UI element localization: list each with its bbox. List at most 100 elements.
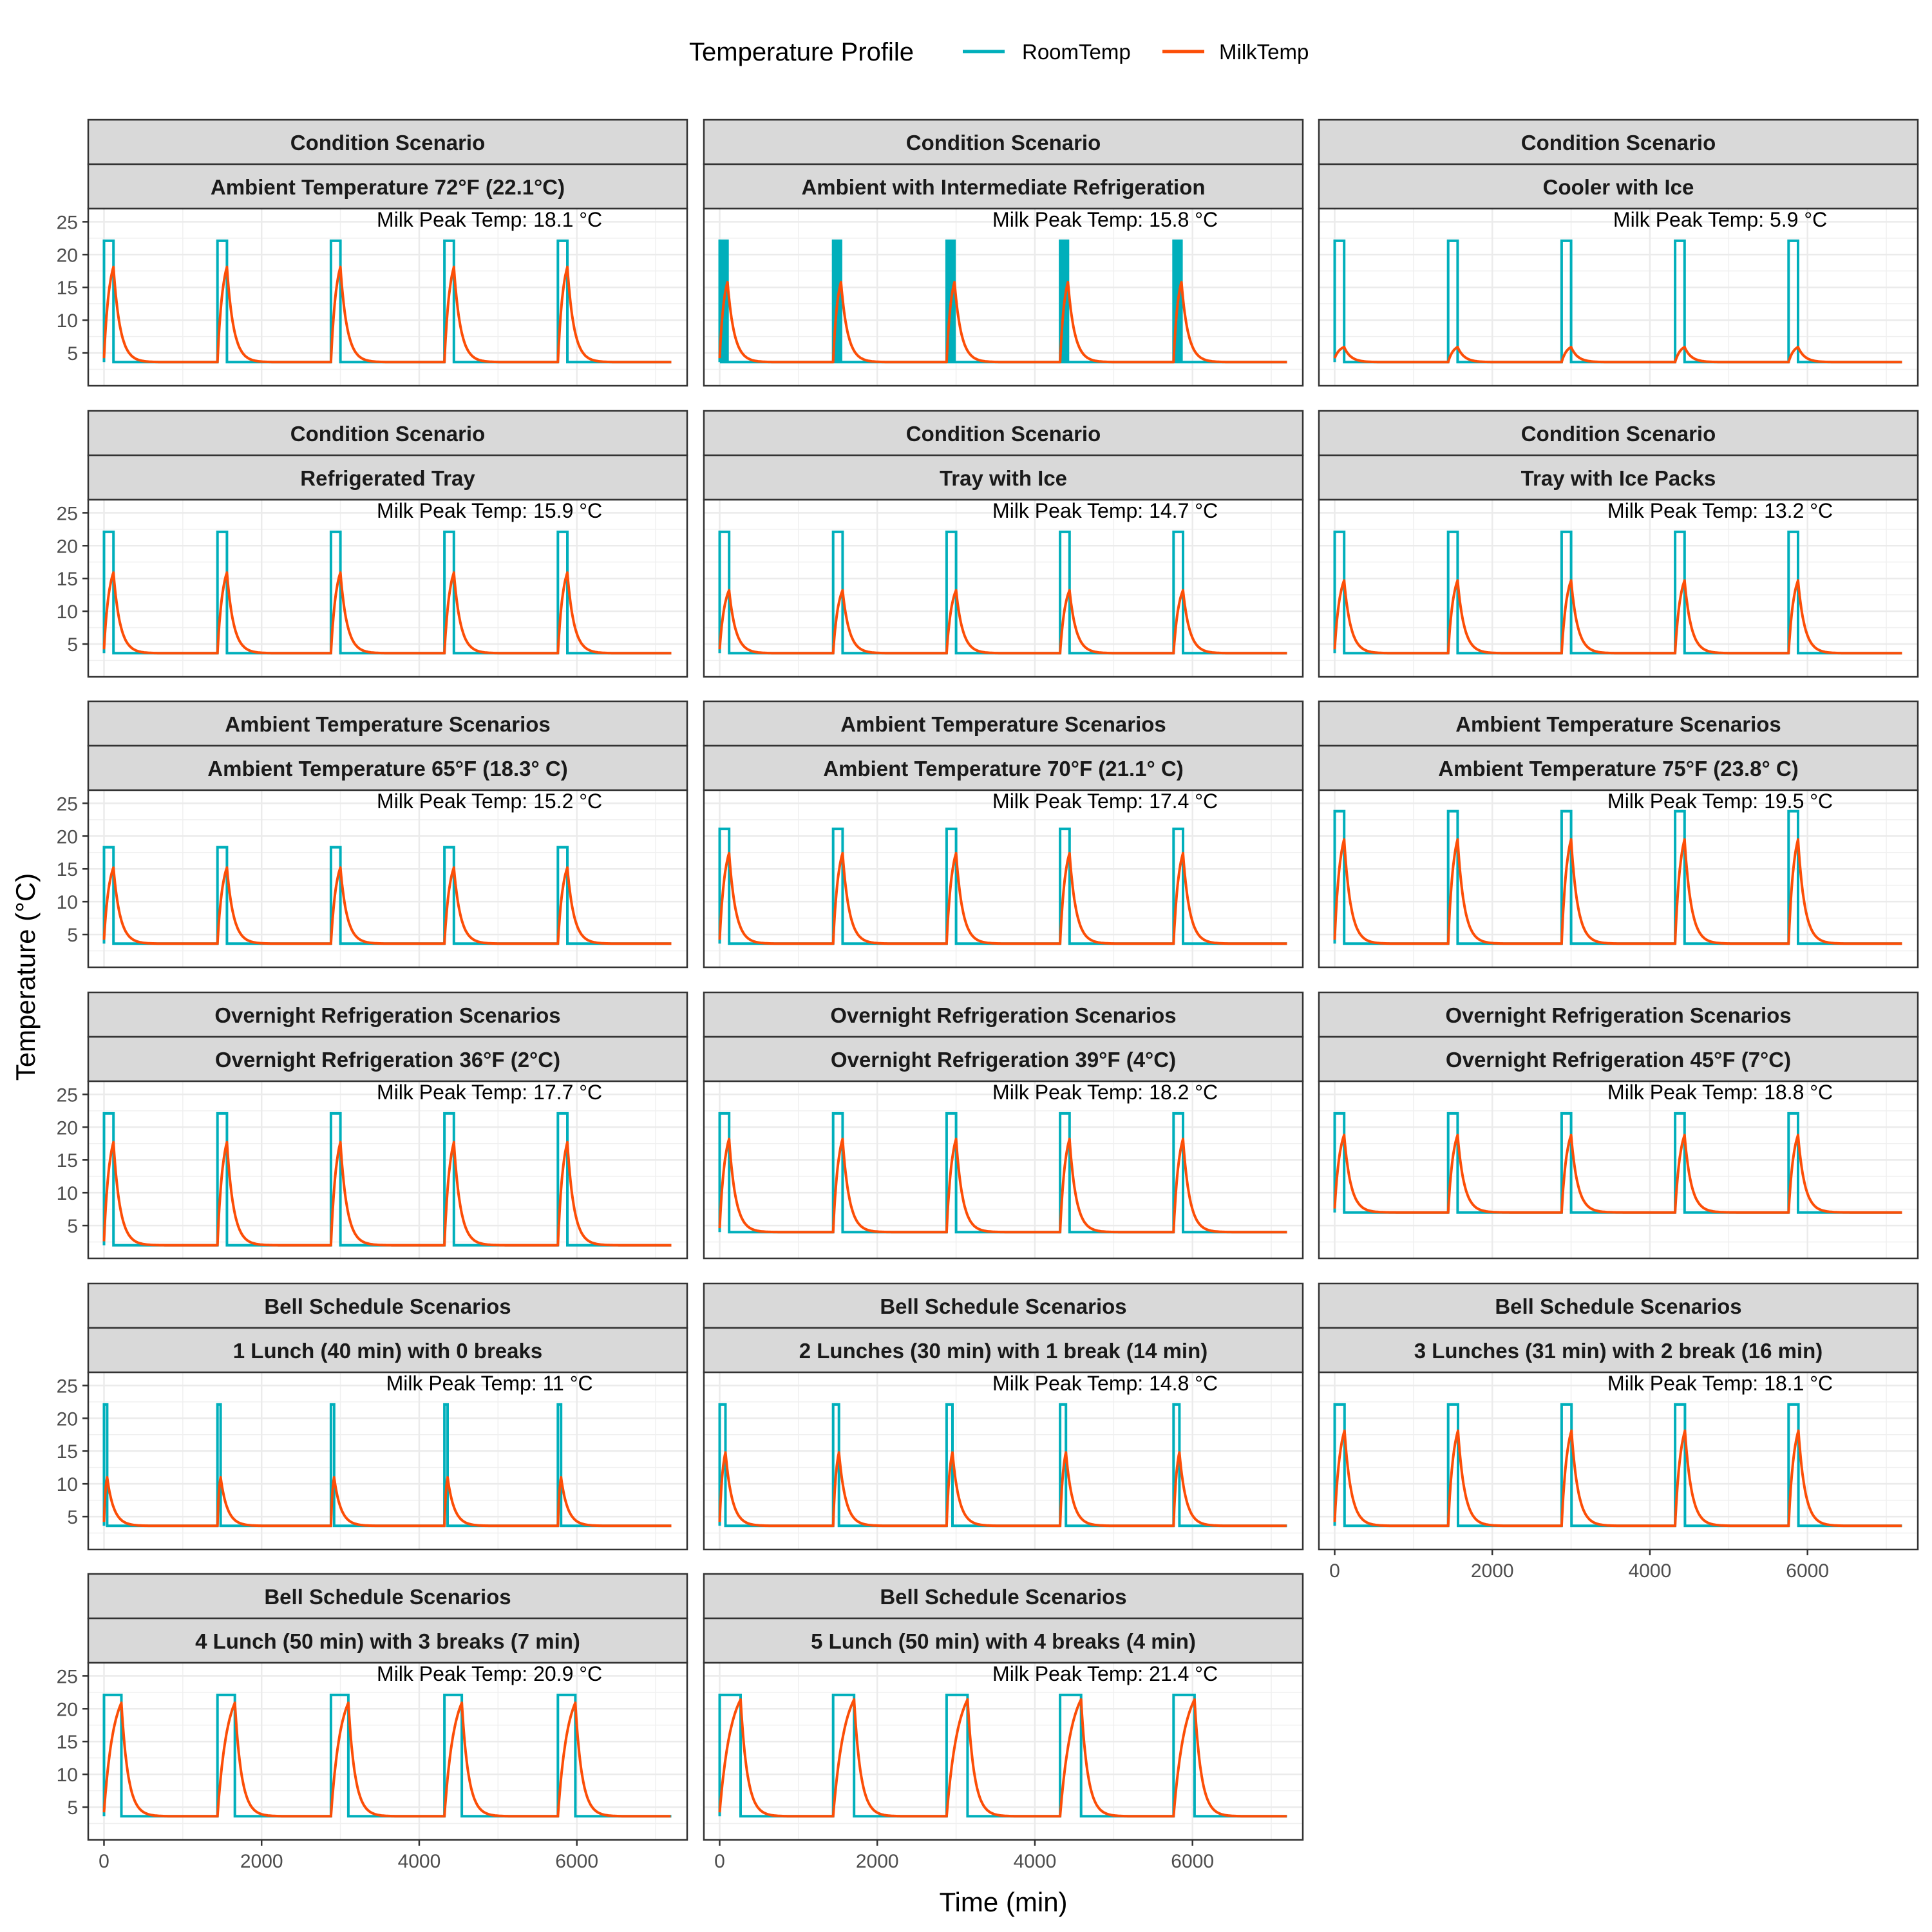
series-milktemp-line: [1333, 1133, 1903, 1214]
strip-title-label: Overnight Refrigeration 36°F (2°C): [215, 1048, 560, 1072]
plot-background: [704, 500, 1303, 677]
panel-border: [703, 1080, 1304, 1260]
panel-border: [87, 207, 688, 387]
strip-group-label: Condition Scenario: [290, 131, 486, 155]
strip-group: [87, 118, 688, 166]
panel-border: [1318, 498, 1919, 678]
series-milktemp-line: [718, 851, 1288, 945]
panel-border: [87, 1371, 688, 1551]
y-tick-label: 10: [57, 1474, 78, 1495]
strip-group-label: Overnight Refrigeration Scenarios: [214, 1003, 560, 1027]
y-tick-label: 10: [57, 1183, 78, 1204]
strip-group-label: Ambient Temperature Scenarios: [1455, 712, 1781, 736]
x-tick-label: 0: [99, 1851, 109, 1872]
strip-title-label: Cooler with Ice: [1543, 175, 1694, 199]
strip-title: [87, 1327, 688, 1374]
panel-tray-with-ice: Condition Scenario Tray with Ice Milk Peak…: [703, 410, 1304, 678]
panel-ambient-with-intermediate-refrigeration: Condition Scenario Ambient with Intermedi…: [703, 118, 1304, 387]
y-tick-label: 20: [57, 245, 78, 266]
y-tick-label: 25: [57, 793, 78, 815]
strip-group: [87, 991, 688, 1038]
x-tick-label: 6000: [1171, 1851, 1214, 1872]
strip-group-label: Ambient Temperature Scenarios: [225, 712, 551, 736]
strip-group: [1318, 118, 1919, 166]
gridlines: [1319, 500, 1918, 677]
y-tick-label: 5: [67, 343, 78, 365]
strip-group-label: Condition Scenario: [906, 131, 1101, 155]
panel-border: [703, 498, 1304, 678]
strip-title: [87, 454, 688, 501]
strip-group-label: Bell Schedule Scenarios: [1495, 1294, 1741, 1318]
strip-title-label: Ambient Temperature 75°F (23.8° C): [1438, 757, 1798, 781]
gridlines: [704, 790, 1303, 967]
panel-border: [87, 789, 688, 969]
series-milktemp-line: [718, 1451, 1287, 1528]
peak-annotation: Milk Peak Temp: 18.2 °C: [992, 1081, 1218, 1104]
peak-annotation: Milk Peak Temp: 11 °C: [386, 1372, 593, 1395]
strip-group: [87, 700, 688, 747]
peak-annotation: Milk Peak Temp: 21.4 °C: [992, 1662, 1218, 1685]
series-milktemp-line: [718, 1137, 1288, 1234]
plot-background: [88, 500, 687, 677]
x-tick-label: 4000: [398, 1851, 441, 1872]
panel-1-lunch-40-min-with-0-breaks: Bell Schedule Scenarios 1 Lunch (40 min) …: [57, 1282, 688, 1551]
strip-group-label: Ambient Temperature Scenarios: [840, 712, 1166, 736]
panel-5-lunch-50-min-with-4-breaks-4-min: Bell Schedule Scenarios 5 Lunch (50 min) …: [703, 1573, 1304, 1872]
y-tick-label: 10: [57, 892, 78, 913]
strip-group: [703, 1282, 1304, 1329]
plot-background: [1319, 790, 1918, 967]
strip-group: [703, 991, 1304, 1038]
peak-annotation: Milk Peak Temp: 15.2 °C: [377, 790, 602, 813]
panel-border: [87, 498, 688, 678]
peak-annotation: Milk Peak Temp: 17.4 °C: [992, 790, 1218, 813]
y-tick-label: 15: [57, 1150, 78, 1171]
strip-group-label: Overnight Refrigeration Scenarios: [830, 1003, 1176, 1027]
strip-title: [703, 744, 1304, 791]
strip-group: [87, 1573, 688, 1620]
strip-group-label: Bell Schedule Scenarios: [264, 1294, 511, 1318]
x-tick-label: 0: [1329, 1560, 1340, 1582]
legend-title: Temperature Profile: [689, 38, 914, 66]
series-milktemp-line: [718, 281, 1288, 364]
panel-border: [87, 1080, 688, 1260]
y-tick-label: 20: [57, 536, 78, 557]
series-milktemp-line: [1333, 345, 1903, 364]
strip-title-label: 1 Lunch (40 min) with 0 breaks: [233, 1339, 542, 1363]
plot-background: [1319, 1372, 1918, 1549]
gridlines: [88, 1663, 687, 1840]
peak-annotation: Milk Peak Temp: 14.8 °C: [992, 1372, 1218, 1395]
y-tick-label: 5: [67, 1797, 78, 1819]
y-axis-title: Temperature (°C): [10, 873, 41, 1081]
panel-overnight-refrigeration-45-f-7-c: Overnight Refrigeration Scenarios Overnig…: [1318, 991, 1919, 1260]
plot-background: [704, 790, 1303, 967]
panel-border: [703, 1662, 1304, 1841]
strip-title-label: Tray with Ice: [940, 466, 1067, 490]
panel-border: [1318, 789, 1919, 969]
legend-roomtemp-label: RoomTemp: [1022, 40, 1131, 64]
strip-title-label: Refrigerated Tray: [300, 466, 475, 490]
panel-border: [87, 1662, 688, 1841]
series-milktemp-line: [1333, 1429, 1902, 1528]
panel-border: [1318, 1371, 1919, 1551]
strip-title: [703, 163, 1304, 210]
y-tick-label: 25: [57, 1084, 78, 1106]
strip-title-label: Ambient with Intermediate Refrigeration: [801, 175, 1205, 199]
peak-annotation: Milk Peak Temp: 14.7 °C: [992, 499, 1218, 522]
peak-annotation: Milk Peak Temp: 5.9 °C: [1613, 208, 1827, 231]
strip-group-label: Condition Scenario: [1521, 422, 1716, 446]
strip-title-label: 2 Lunches (30 min) with 1 break (14 min): [799, 1339, 1208, 1363]
strip-group-label: Condition Scenario: [1521, 131, 1716, 155]
plot-background: [704, 1663, 1303, 1840]
series-milktemp-line: [102, 265, 672, 364]
series-milktemp-line: [102, 571, 672, 655]
strip-group: [87, 410, 688, 457]
peak-annotation: Milk Peak Temp: 15.8 °C: [992, 208, 1218, 231]
x-tick-label: 4000: [1014, 1851, 1057, 1872]
series-milktemp-line: [102, 1141, 672, 1247]
strip-title-label: 4 Lunch (50 min) with 3 breaks (7 min): [195, 1629, 580, 1653]
panel-border: [703, 789, 1304, 969]
strip-group: [703, 1573, 1304, 1620]
x-tick-label: 2000: [856, 1851, 899, 1872]
panel-4-lunch-50-min-with-3-breaks-7-min: Bell Schedule Scenarios 4 Lunch (50 min) …: [57, 1573, 688, 1872]
